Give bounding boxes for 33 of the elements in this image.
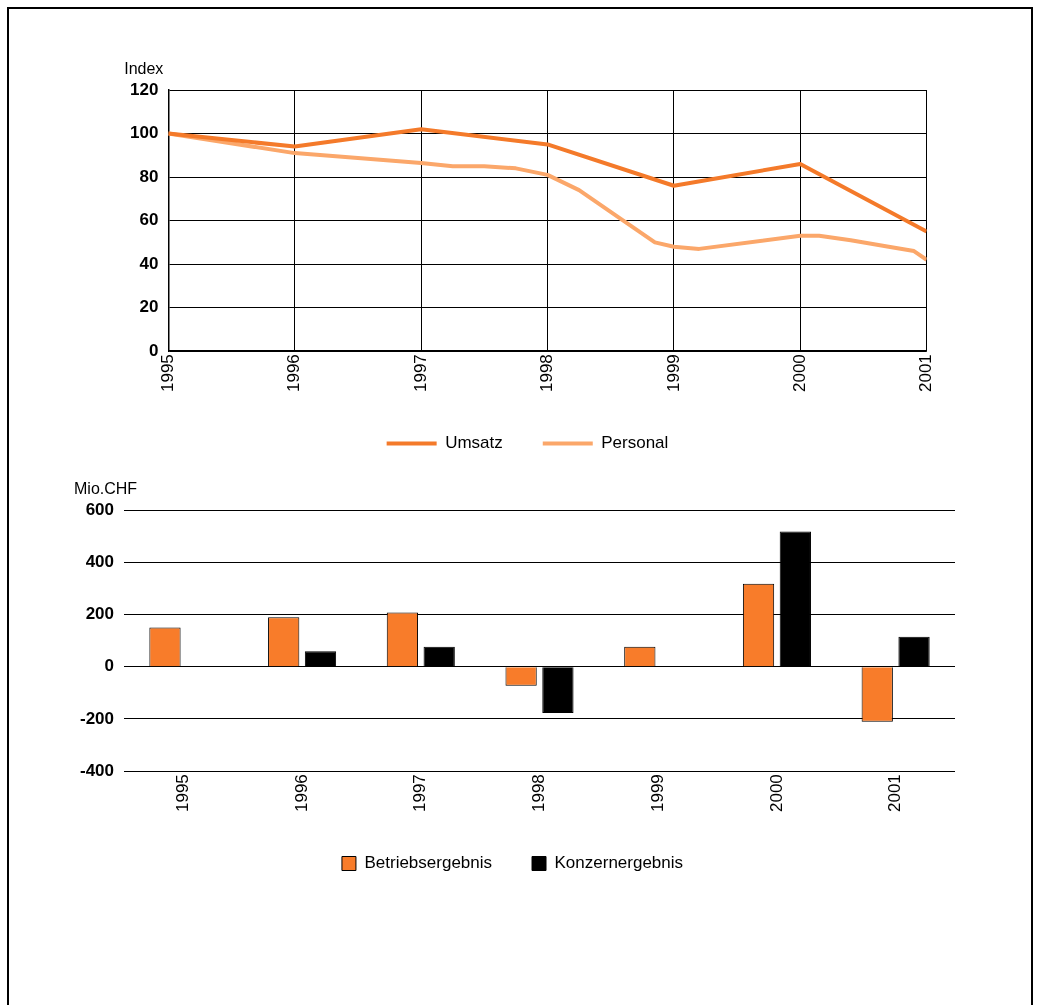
x-tick-label: 2001: [916, 354, 936, 393]
x-tick-label: 1998: [537, 354, 557, 393]
y-tick-label: 80: [139, 166, 159, 186]
y-tick-label: 600: [85, 499, 115, 519]
legend-label: Konzernergebnis: [554, 853, 684, 873]
y-axis-title: Index: [124, 60, 164, 78]
legend-label: Personal: [601, 433, 669, 453]
y-tick-label: 200: [85, 604, 115, 624]
y-tick-label: -200: [79, 708, 115, 728]
x-tick-label: 1997: [410, 354, 430, 393]
x-tick-label: 1997: [410, 774, 430, 813]
legend-label: Betriebsergebnis: [364, 853, 493, 873]
x-tick-label: 2001: [885, 774, 905, 813]
x-tick-label: 1995: [158, 354, 178, 393]
y-tick-label: 40: [139, 253, 159, 273]
y-tick-label: -400: [79, 760, 115, 780]
x-tick-label: 1999: [663, 354, 683, 393]
x-tick-label: 2000: [766, 774, 786, 813]
y-tick-label: 0: [148, 340, 159, 360]
y-tick-label: 100: [129, 123, 159, 143]
x-tick-label: 1996: [291, 774, 311, 813]
y-tick-label: 0: [104, 656, 115, 676]
x-tick-label: 1999: [647, 774, 667, 813]
y-tick-label: 20: [139, 297, 159, 317]
y-tick-label: 400: [85, 551, 115, 571]
x-tick-label: 1995: [173, 774, 193, 813]
x-tick-label: 1996: [284, 354, 304, 393]
y-tick-label: 120: [129, 79, 159, 99]
x-tick-label: 1998: [529, 774, 549, 813]
y-tick-label: 60: [139, 210, 159, 230]
x-tick-label: 2000: [789, 354, 809, 393]
legend-label: Umsatz: [445, 433, 503, 453]
y-axis-title: Mio.CHF: [74, 480, 138, 498]
